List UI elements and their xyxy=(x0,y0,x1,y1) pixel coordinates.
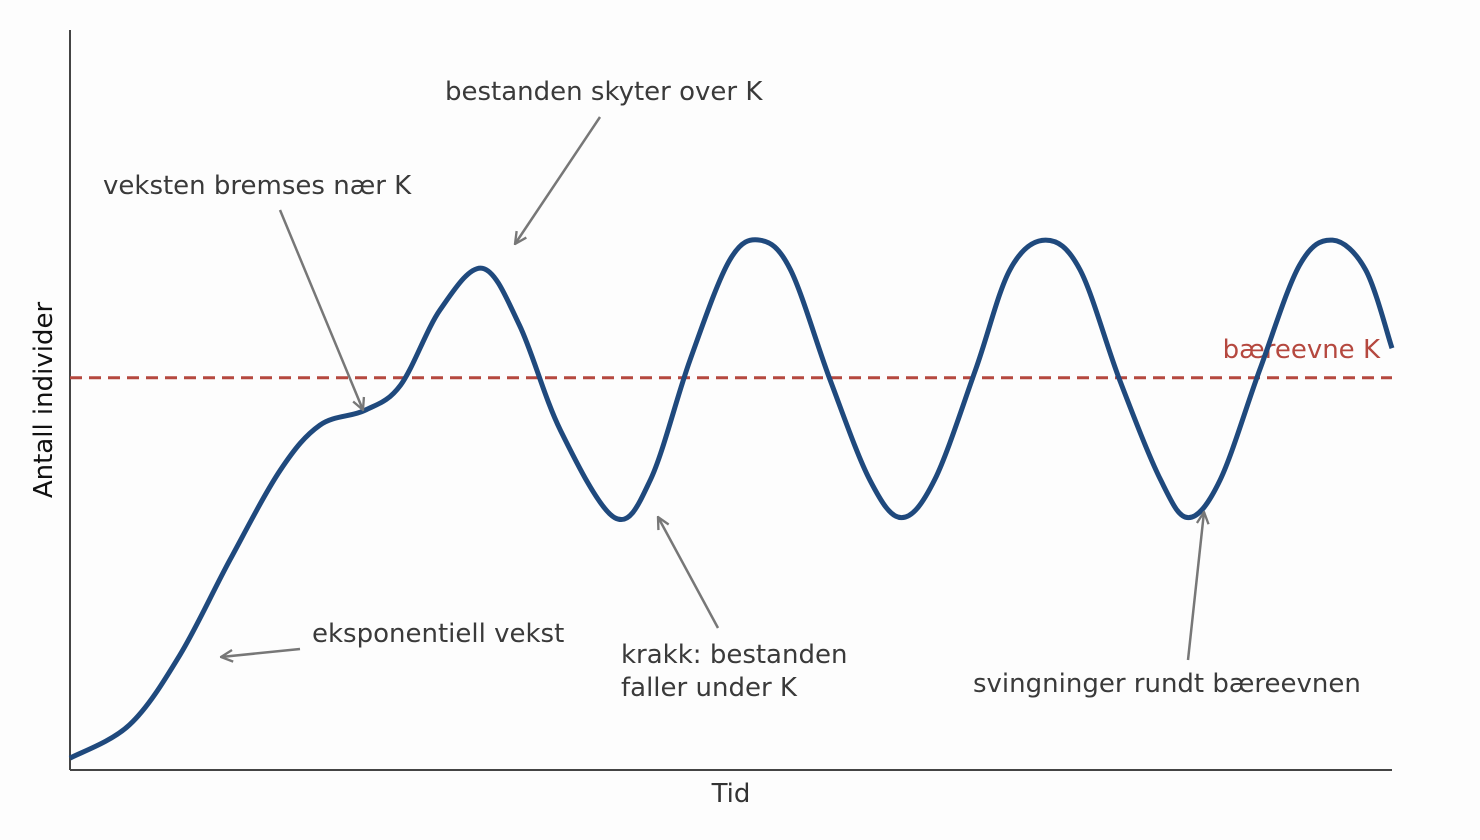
arrow xyxy=(658,517,720,629)
reference-label: bæreevne K xyxy=(1223,335,1381,365)
annotation-line: veksten bremses nær K xyxy=(103,171,412,201)
arrow xyxy=(515,116,602,244)
annotation-line: faller under K xyxy=(621,673,798,703)
annotation: krakk: bestanden faller under K xyxy=(621,640,847,703)
annotation: svingninger rundt bæreevnen xyxy=(973,669,1361,699)
annotation: eksponentiell vekst xyxy=(312,619,564,649)
x-axis-label: Tid xyxy=(711,779,751,809)
annotation-line: krakk: bestanden xyxy=(621,640,847,670)
annotation-line: svingninger rundt bæreevnen xyxy=(973,669,1361,699)
annotation-line: eksponentiell vekst xyxy=(312,619,564,649)
annotation: veksten bremses nær K xyxy=(103,171,412,201)
annotations: bestanden skyter over K veksten bremses … xyxy=(103,77,1361,703)
plot-area: bæreevne K xyxy=(68,237,1395,761)
annotation: bestanden skyter over K xyxy=(445,77,763,107)
y-axis-label: Antall individer xyxy=(29,302,59,499)
data-line xyxy=(68,237,1395,761)
arrow xyxy=(221,647,301,657)
arrow xyxy=(1186,512,1204,661)
arrow xyxy=(278,209,363,410)
annotation-line: bestanden skyter over K xyxy=(445,77,763,107)
